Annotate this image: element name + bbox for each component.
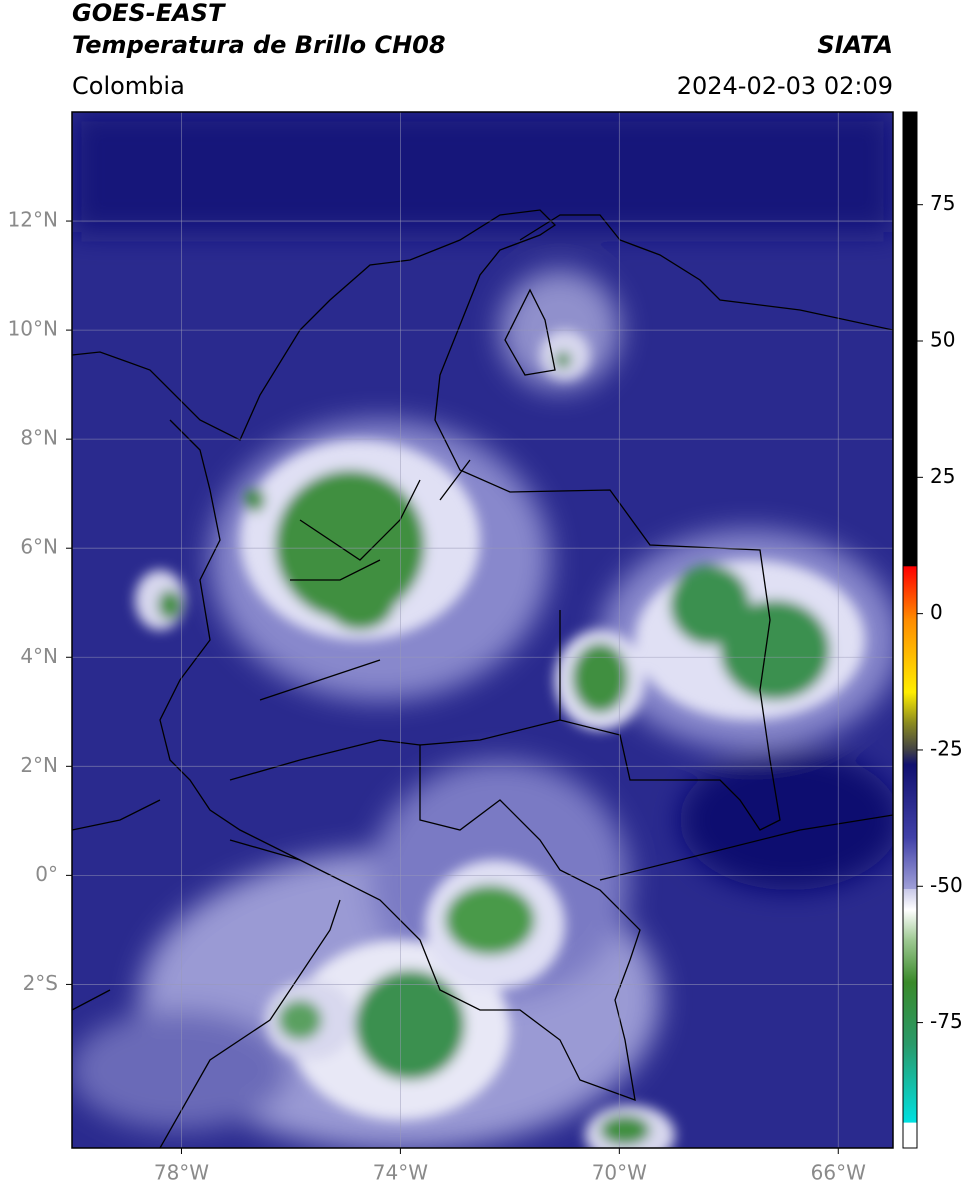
y-tick-label: 12°N — [8, 208, 58, 232]
y-tick-label: 6°N — [20, 535, 58, 559]
colorbar-tick-label: -25 — [930, 736, 963, 760]
colorbar-tick-label: 0 — [930, 600, 943, 624]
y-tick-label: 4°N — [20, 644, 58, 668]
borders — [72, 209, 893, 1148]
region-label: Colombia — [72, 72, 185, 100]
map-frame — [71, 111, 894, 1149]
y-tick-label: 0° — [35, 862, 58, 886]
product-title: Temperatura de Brillo CH08 — [72, 31, 446, 59]
x-tick-label: 74°W — [373, 1161, 428, 1185]
y-tick-label: 10°N — [8, 317, 58, 341]
x-tick-label: 66°W — [811, 1161, 866, 1185]
y-tick-label: 2°S — [23, 971, 58, 995]
y-tick-label: 8°N — [20, 426, 58, 450]
colorbar-tick-label: -50 — [930, 873, 963, 897]
y-tick-label: 2°N — [20, 753, 58, 777]
x-tick-label: 78°W — [154, 1161, 209, 1185]
timestamp-label: 2024-02-03 02:09 — [677, 72, 893, 100]
colorbar-tick-label: 75 — [930, 191, 955, 215]
satellite-title: GOES-EAST — [72, 0, 226, 27]
colorbar-tick-label: 50 — [930, 328, 955, 352]
satellite-image — [72, 112, 893, 1148]
colorbar — [902, 111, 918, 1149]
colorbar-tick-label: 25 — [930, 464, 955, 488]
agency-label: SIATA — [817, 31, 893, 59]
colorbar-tick-label: -75 — [930, 1009, 963, 1033]
x-tick-label: 70°W — [592, 1161, 647, 1185]
